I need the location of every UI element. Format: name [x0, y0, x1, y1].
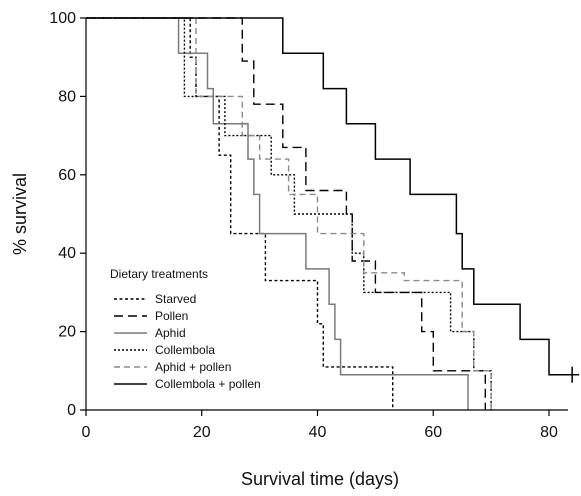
y-tick-label: 40: [58, 245, 76, 262]
series-line-starved: [86, 17, 394, 410]
legend-label: Collembola: [155, 343, 215, 357]
axes: 0 20 40 60 80 100 0 20 40 60 80: [49, 10, 568, 441]
y-tick-label: 100: [49, 10, 76, 27]
legend: Dietary treatments Starved Pollen Aphid Col…: [110, 267, 261, 391]
legend-title: Dietary treatments: [110, 267, 208, 281]
legend-label: Collembola + pollen: [155, 377, 261, 391]
legend-label: Aphid + pollen: [155, 360, 231, 374]
censored-mark: [565, 366, 580, 383]
legend-label: Aphid: [155, 326, 186, 340]
y-tick-label: 20: [58, 324, 76, 341]
series-line-collembola: [86, 17, 492, 410]
x-axis-title: Survival time (days): [241, 469, 399, 489]
series-line-collembola-pollen: [86, 17, 573, 376]
y-axis-title: % survival: [10, 173, 30, 255]
series-line-aphid: [86, 17, 469, 410]
series-line-pollen: [86, 17, 486, 410]
legend-label: Starved: [155, 292, 196, 306]
legend-label: Pollen: [155, 309, 188, 323]
x-tick-label: 60: [424, 424, 442, 441]
x-tick-label: 40: [309, 424, 327, 441]
x-tick-label: 80: [540, 424, 558, 441]
y-tick-label: 0: [67, 402, 76, 419]
y-tick-label: 60: [58, 167, 76, 184]
plot-area: [86, 17, 580, 410]
series-line-aphid-pollen: [86, 17, 492, 410]
x-tick-label: 0: [82, 424, 91, 441]
y-tick-label: 80: [58, 88, 76, 105]
x-tick-label: 20: [193, 424, 211, 441]
